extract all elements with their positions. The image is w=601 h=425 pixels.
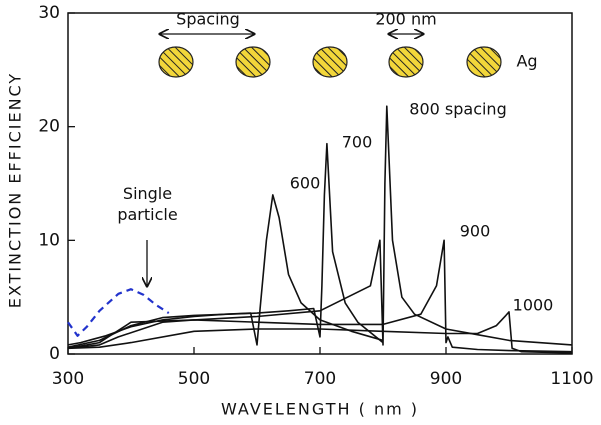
y-tick-label: 10 [38, 230, 60, 250]
series-label: 800 spacing [409, 100, 506, 119]
y-axis-label: EXTINCTION EFFICIENCY [6, 72, 25, 308]
y-tick-label: 30 [38, 3, 60, 23]
y-tick-label: 20 [38, 117, 60, 137]
x-tick-label: 700 [304, 369, 336, 389]
series-line [67, 239, 573, 353]
series-label-box: Single particle [117, 184, 178, 224]
series-line [67, 311, 573, 354]
particles [147, 34, 502, 286]
y-tick-label: 0 [49, 344, 60, 364]
annotation: 200 nm [375, 10, 436, 29]
series-label: 900 [460, 222, 491, 241]
x-axis-label: WAVELENGTH ( nm ) [221, 400, 419, 419]
series-line [67, 142, 384, 348]
annotation: Spacing [176, 10, 240, 29]
series-label: 600 [290, 174, 321, 193]
annotation: Ag [516, 52, 537, 71]
x-tick-label: 300 [52, 369, 84, 389]
x-tick-label: 900 [430, 369, 462, 389]
series-label: Single particle [117, 184, 178, 224]
series-line [67, 288, 170, 337]
x-tick-label: 500 [178, 369, 210, 389]
series-label: 700 [342, 133, 373, 152]
x-tick-label: 1100 [550, 369, 593, 389]
series-label: 1000 [513, 296, 554, 315]
